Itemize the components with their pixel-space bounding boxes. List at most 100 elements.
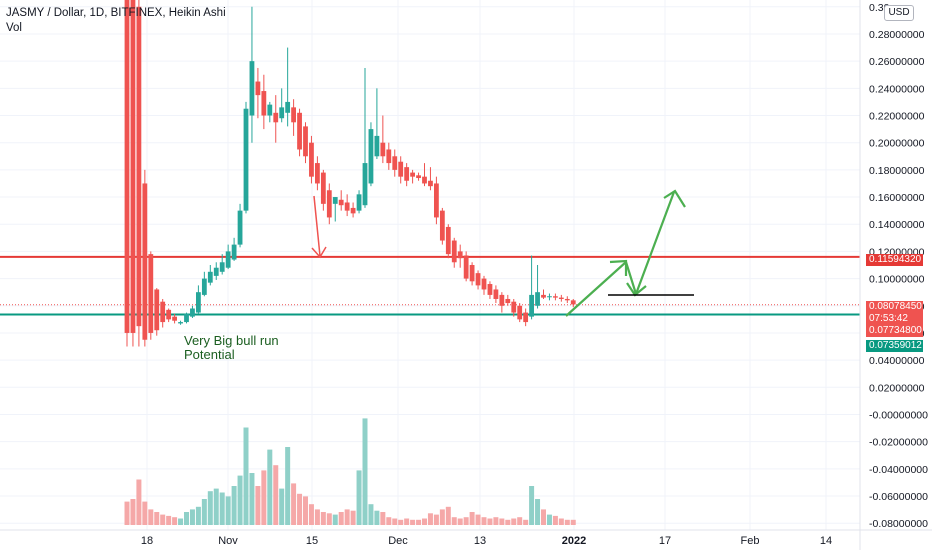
volume-bar: [427, 513, 433, 525]
volume-bar: [535, 499, 541, 525]
candle-body: [487, 284, 493, 295]
candle-body: [225, 251, 231, 268]
volume-bar: [386, 517, 392, 525]
symbol-title[interactable]: JASMY / Dollar, 1D, BITFINEX, Heikin Ash…: [6, 7, 226, 19]
candle-body: [535, 292, 540, 306]
candle-body: [154, 289, 160, 331]
volume-bar: [154, 512, 160, 525]
volume-bar: [546, 514, 552, 525]
price-tick-label: 0.20000000: [869, 138, 925, 150]
candle-body: [392, 156, 398, 170]
candle-body: [124, 0, 130, 333]
price-tick-label: 0.02000000: [869, 382, 925, 394]
time-tick-label: Dec: [388, 535, 408, 547]
candle-body: [416, 175, 421, 179]
volume-bar: [184, 512, 189, 525]
projection-arrowhead-3: [663, 189, 686, 208]
volume-bar: [529, 486, 535, 525]
volume-bar: [505, 519, 511, 525]
candle-body: [511, 301, 517, 313]
volume-bar: [380, 512, 386, 525]
price-tick-label: 0.10000000: [869, 274, 925, 286]
volume-bar: [189, 509, 195, 525]
volume-bar: [445, 506, 451, 525]
price-tick-label: 0.26000000: [869, 56, 925, 68]
candle-body: [558, 297, 564, 299]
volume-bar: [249, 473, 255, 525]
bar-countdown: 07:53:42: [869, 313, 908, 324]
volume-bar: [326, 513, 332, 525]
price-tick-label: -0.04000000: [869, 464, 928, 476]
candle-body: [309, 142, 314, 177]
candle-body: [261, 91, 267, 116]
volume-bar: [558, 518, 564, 525]
volume-bar: [392, 518, 398, 525]
candle-body: [570, 300, 576, 305]
candle-body: [285, 101, 291, 113]
candle-body: [457, 251, 463, 259]
volume-bar: [374, 510, 380, 525]
volume-bar: [279, 488, 285, 525]
candle-body: [356, 194, 362, 211]
last-price-tag: 0.08078450 07:53:42 0.07734800: [866, 301, 923, 337]
volume-bar: [255, 486, 261, 525]
volume-bar: [368, 504, 374, 525]
price-tick-label: 0.18000000: [869, 165, 925, 177]
price-tick-label: 0.28000000: [869, 29, 925, 41]
volume-bar: [499, 518, 505, 525]
candle-body: [326, 190, 332, 218]
candle-body: [303, 126, 308, 157]
volume-bar: [314, 509, 320, 525]
volume-bar: [142, 501, 148, 525]
candle-body: [541, 294, 546, 298]
chart-annotation[interactable]: Very Big bull run Potential: [184, 334, 279, 362]
candle-body: [130, 0, 136, 333]
candle-body: [255, 81, 261, 96]
candle-body: [166, 309, 172, 320]
candle-body: [213, 267, 219, 276]
candle-body: [320, 172, 326, 204]
chart-legend: JASMY / Dollar, 1D, BITFINEX, Heikin Ash…: [6, 6, 226, 36]
currency-button[interactable]: USD: [884, 5, 914, 21]
candle-body: [243, 108, 249, 211]
volume-bar: [350, 510, 356, 525]
price-tick-label: -0.00000000: [869, 409, 928, 421]
volume-legend[interactable]: Vol: [6, 22, 22, 34]
volume-bar: [124, 501, 130, 525]
resistance-price-tag: 0.11594320: [866, 254, 923, 266]
volume-bar: [410, 519, 416, 525]
volume-bar: [195, 506, 201, 525]
volume-bar: [320, 512, 326, 525]
candle-body: [160, 301, 166, 323]
projection-arrowhead-1: [609, 259, 628, 276]
volume-bar: [463, 517, 469, 525]
candle-body: [237, 210, 243, 245]
volume-bar: [481, 517, 487, 525]
candle-body: [499, 294, 505, 306]
volume-bar: [237, 475, 243, 525]
candle-body: [184, 313, 189, 323]
candle-body: [344, 202, 350, 211]
candle-body: [279, 107, 285, 119]
candle-body: [297, 112, 302, 150]
volume-bar: [267, 449, 273, 525]
volume-bar: [136, 479, 142, 525]
volume-bar: [570, 519, 576, 525]
candle-body: [481, 278, 487, 290]
lower-price-value: 0.07734800: [869, 325, 922, 336]
price-tick-label: 0.04000000: [869, 355, 925, 367]
volume-bar: [404, 518, 410, 525]
volume-bar: [308, 504, 314, 525]
candle-body: [142, 183, 148, 340]
volume-bar: [285, 447, 291, 525]
price-tick-label: -0.02000000: [869, 437, 928, 449]
volume-bar: [303, 496, 308, 525]
volume-bar: [362, 418, 368, 525]
volume-bar: [297, 493, 303, 525]
volume-bar: [356, 470, 362, 525]
candle-body: [362, 163, 368, 206]
volume-bar: [172, 517, 178, 525]
candle-body: [475, 273, 481, 286]
